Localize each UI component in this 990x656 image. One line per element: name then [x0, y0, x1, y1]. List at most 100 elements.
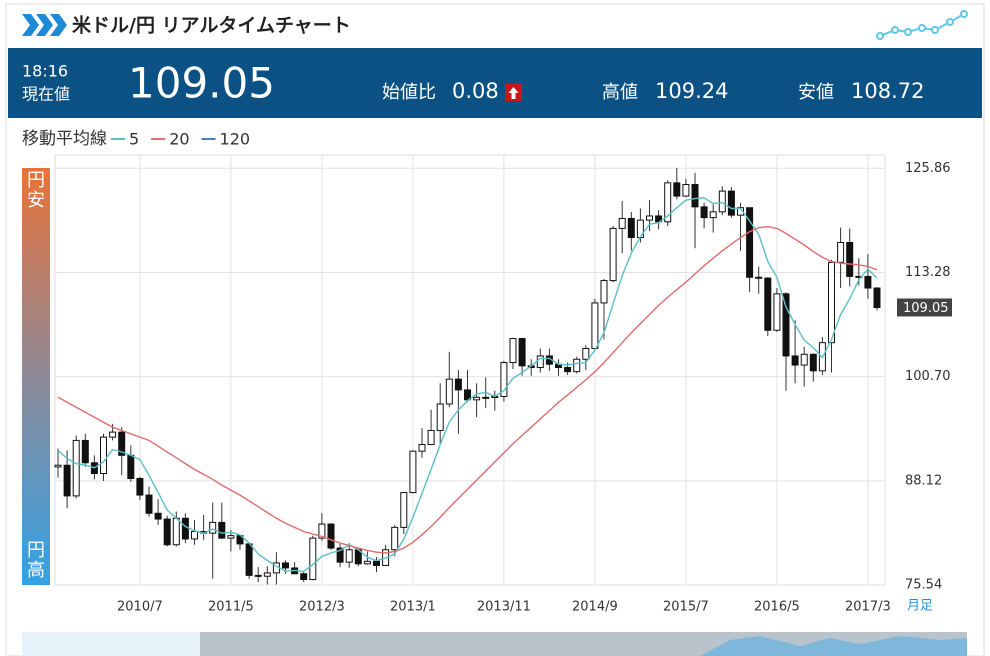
candle-body	[536, 355, 544, 369]
logo-chevrons	[22, 14, 67, 36]
candle-body	[363, 560, 371, 565]
candle-body	[673, 182, 681, 197]
candle-body	[809, 353, 817, 372]
candle-body	[72, 439, 80, 497]
candle-body	[427, 429, 435, 446]
legend-label: 120	[220, 130, 251, 149]
high: 109.24	[655, 79, 728, 103]
candle-body	[746, 207, 754, 278]
candle-body	[627, 217, 635, 239]
candle-body	[282, 562, 289, 569]
candle-body	[573, 358, 581, 373]
candle-body	[564, 367, 572, 373]
candle-body	[318, 523, 326, 539]
candle-body	[828, 261, 835, 344]
candle-body	[682, 184, 690, 197]
low-label: 安値	[798, 82, 834, 103]
low: 108.72	[851, 79, 924, 103]
navigator	[22, 632, 967, 656]
candle-body	[81, 439, 89, 464]
candle-body	[336, 547, 344, 563]
side-top-1: 円安	[27, 170, 45, 211]
candle-body	[518, 338, 526, 367]
x-tick-label: 2012/3	[299, 600, 345, 615]
ma-line	[57, 197, 878, 573]
candle-body	[100, 436, 107, 475]
period-label: 月足	[907, 599, 933, 614]
price-tag-label: 109.05	[903, 301, 949, 316]
candle-body	[172, 517, 180, 546]
y-tick-label: 100.70	[905, 369, 951, 384]
candle-body	[664, 182, 672, 223]
candle-body	[454, 378, 462, 391]
candle-body	[609, 227, 617, 282]
candle-body	[109, 431, 117, 438]
candle-body	[755, 276, 763, 279]
candle-body	[409, 450, 417, 494]
spark-icon	[876, 10, 968, 40]
quote-time: 18:16	[22, 62, 68, 81]
x-tick-label: 2011/5	[208, 600, 254, 615]
x-tick-label: 2016/5	[754, 600, 800, 615]
up-arrow-icon	[505, 84, 522, 101]
candle-body	[764, 277, 772, 331]
price-tag	[897, 298, 952, 317]
candle-body	[145, 494, 153, 514]
candle-body	[773, 293, 781, 331]
candle-body	[500, 362, 508, 398]
x-tick-label: 2013/11	[477, 600, 531, 615]
candle-body	[837, 241, 845, 263]
y-tick-label: 75.54	[905, 578, 942, 593]
candle-body	[509, 338, 517, 364]
candle-body	[864, 275, 872, 289]
candle-body	[591, 302, 599, 349]
candle-body	[54, 464, 62, 468]
legend-label: 5	[129, 130, 139, 149]
ma-line	[57, 225, 878, 554]
page-title: 米ドル/円 リアルタイムチャート	[72, 14, 351, 37]
candle-body	[136, 477, 144, 496]
change-label: 始値比	[382, 82, 436, 103]
candle-body	[718, 190, 726, 213]
candle-body	[345, 549, 353, 563]
candle-body	[436, 403, 444, 431]
x-tick-label: 2017/3	[845, 600, 891, 615]
candle-body	[327, 523, 335, 549]
candle-body	[600, 280, 608, 304]
change: 0.08	[452, 79, 499, 103]
candle-body	[727, 190, 735, 216]
legend-title: 移動平均線	[22, 129, 107, 149]
candle-body	[300, 573, 308, 581]
x-tick-label: 2015/7	[663, 600, 709, 615]
candle-body	[309, 537, 317, 581]
candle-body	[218, 521, 226, 539]
candle-body	[691, 184, 699, 208]
quote-band	[8, 48, 982, 118]
candle-body	[873, 287, 881, 308]
side-bar	[22, 168, 50, 585]
candle-body	[245, 543, 253, 576]
candle-body	[418, 444, 426, 452]
high-label: 高値	[602, 82, 638, 103]
x-tick-label: 2014/9	[572, 600, 618, 615]
candle-body	[618, 217, 626, 229]
candle-body	[400, 492, 408, 528]
x-tick-label: 2010/7	[117, 600, 163, 615]
candle-body	[227, 535, 235, 539]
candle-body	[118, 431, 126, 456]
y-tick-label: 113.28	[905, 265, 951, 280]
candle-body	[846, 241, 854, 277]
candle-body	[127, 454, 135, 479]
candle-body	[263, 572, 271, 577]
candle-body	[391, 526, 399, 551]
candle-body	[191, 531, 198, 540]
y-tick-label: 88.12	[905, 473, 942, 488]
candle-body	[181, 517, 189, 540]
candle-body	[63, 464, 71, 497]
legend-label: 20	[169, 130, 189, 149]
candle-body	[800, 353, 808, 366]
candle-body	[791, 355, 799, 366]
candle-body	[700, 206, 708, 219]
side-bottom: 円高	[27, 540, 45, 581]
price-label: 現在値	[22, 85, 70, 104]
